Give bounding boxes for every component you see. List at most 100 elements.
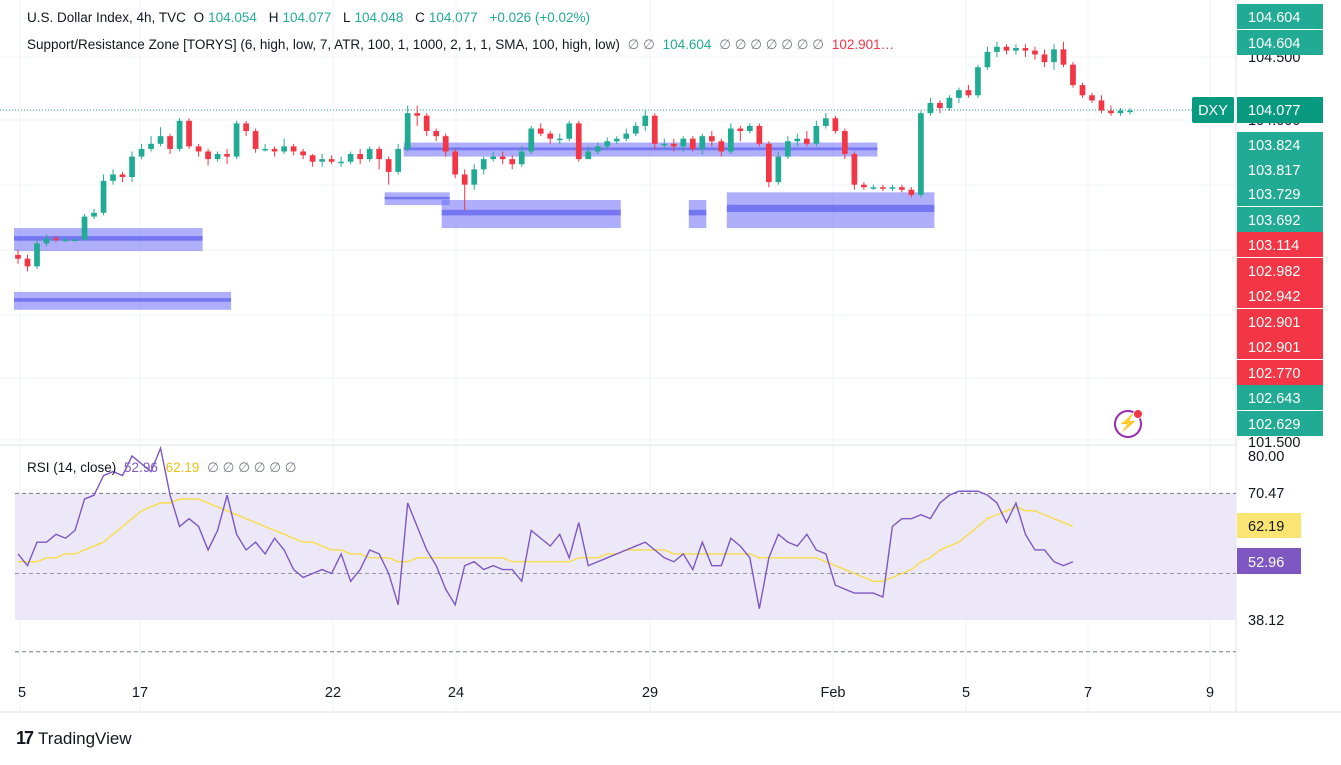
candle-body	[547, 133, 554, 139]
candle-body	[24, 258, 31, 267]
candle-body	[157, 136, 164, 144]
candle-body	[205, 151, 211, 160]
candle-body	[642, 115, 649, 126]
rsi-axis-label: 52.96	[1248, 555, 1284, 571]
tradingview-logo[interactable]: 17 TradingView	[16, 728, 132, 749]
sr-zone-core	[688, 209, 707, 216]
candle-body	[347, 154, 354, 162]
candle-body	[319, 159, 325, 162]
candle-body	[366, 148, 373, 160]
rsi-axis[interactable]: 80.00 70.47 38.12 62.19 52.96	[1237, 449, 1301, 629]
symbol-badge-label: DXY	[1198, 103, 1228, 119]
candle-body	[680, 138, 687, 147]
candle-body	[1117, 110, 1124, 114]
candle-body	[271, 148, 278, 152]
candle-body	[509, 159, 516, 165]
candle-body	[689, 138, 696, 149]
candle-body	[528, 128, 535, 152]
candle-body	[138, 148, 145, 157]
rsi-ma-legend-value: 62.19	[165, 460, 200, 475]
candle-body	[176, 120, 183, 149]
candle-body	[889, 187, 896, 189]
price-label-box	[1237, 283, 1323, 308]
time-label: 9	[1206, 685, 1214, 701]
time-label: 7	[1084, 685, 1092, 701]
candle-body	[832, 118, 839, 132]
candle-body	[72, 239, 78, 242]
rsi-tick: 70.47	[1248, 486, 1284, 502]
sr-zone	[384, 192, 450, 206]
candle-body	[338, 161, 344, 164]
candle-body	[727, 128, 734, 152]
sr-value-red: 102.901…	[831, 37, 895, 52]
rsi-legend[interactable]: RSI (14, close) 52.96 62.19 ∅ ∅ ∅ ∅ ∅ ∅	[27, 460, 300, 476]
time-label: 5	[18, 685, 26, 701]
candle-body	[490, 156, 497, 160]
price-label: 104.604	[1248, 10, 1300, 26]
price-label: 102.629	[1248, 417, 1300, 433]
candle-body	[442, 136, 449, 152]
symbol-legend[interactable]: U.S. Dollar Index, 4h, TVC O 104.054 H 104…	[27, 10, 594, 25]
lightning-icon[interactable]: ⚡	[1114, 409, 1143, 438]
candle-body	[309, 155, 316, 162]
candle-body	[1013, 48, 1019, 51]
candle-body	[594, 146, 601, 152]
candle-body	[34, 243, 40, 267]
rsi-line	[17, 445, 1074, 609]
sr-values-mid: ∅ ∅ ∅ ∅ ∅ ∅ ∅	[719, 37, 825, 52]
ohlc-low: L 104.048	[343, 10, 404, 25]
time-label: 17	[132, 685, 148, 701]
candle-body	[899, 187, 905, 190]
candle-body	[613, 138, 620, 142]
candle-body	[119, 174, 126, 178]
candle-body	[842, 131, 848, 155]
sr-zone-core	[14, 298, 232, 302]
candle-body	[167, 136, 173, 149]
time-axis[interactable]: 5 17 22 24 29 Feb 5 7 9	[18, 685, 1214, 701]
candle-body	[1098, 100, 1105, 111]
candle-body	[784, 141, 791, 157]
candle-body	[404, 113, 411, 149]
candle-body	[566, 123, 573, 139]
price-label: 102.643	[1248, 391, 1300, 407]
candle-body	[129, 156, 135, 178]
candle-body	[433, 131, 440, 137]
rsi-tick: 38.12	[1248, 613, 1284, 629]
candle-body	[100, 180, 107, 213]
rsi-ma-box-tint	[1237, 513, 1301, 538]
candle-body	[480, 159, 487, 170]
sr-zone	[14, 291, 232, 310]
candle-body	[1108, 110, 1114, 114]
price-label-box	[1237, 258, 1323, 283]
candle-body	[756, 125, 763, 144]
sr-zone	[726, 192, 935, 229]
sr-zone	[14, 228, 203, 252]
rsi-value-box	[1237, 548, 1301, 574]
price-label: 102.982	[1248, 264, 1300, 280]
price-axis[interactable]: 104.500104.000101.500104.604104.604103.8…	[1192, 4, 1323, 451]
candle-body	[300, 151, 306, 156]
candle-body	[148, 143, 154, 149]
price-change: +0.026 (+0.02%)	[489, 10, 591, 25]
sr-indicator-legend[interactable]: Support/Resistance Zone [TORYS] (6, high…	[27, 37, 898, 53]
candle-body	[765, 143, 772, 183]
candle-body	[262, 148, 268, 151]
candle-body	[91, 212, 97, 217]
time-label: 22	[325, 685, 341, 701]
candle-body	[823, 118, 829, 126]
rsi-values-rest: ∅ ∅ ∅ ∅ ∅ ∅	[207, 460, 297, 475]
candle-body	[110, 174, 116, 181]
candle-body	[385, 159, 392, 172]
ohlc-close: C 104.077	[415, 10, 478, 25]
current-price-label: 104.077	[1248, 103, 1300, 119]
price-label-box	[1237, 232, 1323, 257]
rsi-pane	[15, 445, 1236, 653]
candle-body	[556, 138, 563, 141]
candle-body	[1032, 50, 1038, 55]
price-label: 102.770	[1248, 366, 1300, 382]
candle-body	[984, 51, 991, 68]
sr-indicator-title: Support/Resistance Zone [TORYS] (6, high…	[27, 37, 620, 52]
candle-body	[632, 125, 639, 134]
candle-body	[1051, 49, 1057, 63]
